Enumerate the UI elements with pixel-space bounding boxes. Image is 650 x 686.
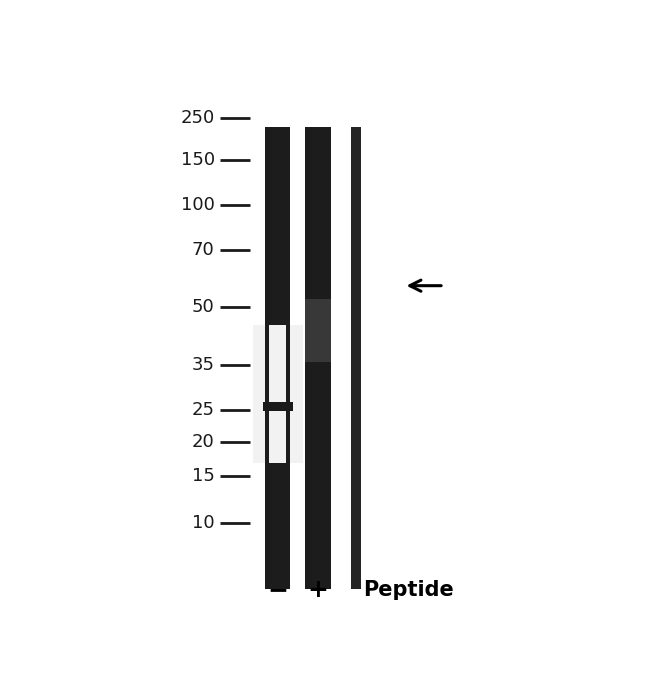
Text: 50: 50 (192, 298, 215, 316)
Bar (306, 299, 331, 362)
Bar (351, 127, 361, 589)
Text: 10: 10 (192, 514, 214, 532)
Bar (265, 127, 269, 589)
Text: 35: 35 (192, 356, 215, 374)
Bar (255, 325, 300, 462)
Text: −: − (267, 578, 288, 602)
Bar (265, 127, 291, 589)
Bar (286, 127, 291, 589)
Bar (252, 325, 303, 462)
Text: 15: 15 (192, 467, 215, 485)
Text: 250: 250 (181, 109, 214, 127)
Text: 70: 70 (192, 241, 215, 259)
Text: Peptide: Peptide (363, 580, 454, 600)
Bar (306, 127, 331, 589)
Text: 25: 25 (192, 401, 215, 419)
Text: 20: 20 (192, 432, 215, 451)
Text: +: + (307, 578, 328, 602)
Text: 100: 100 (181, 196, 214, 215)
Text: 150: 150 (181, 152, 214, 169)
Bar (263, 402, 293, 411)
